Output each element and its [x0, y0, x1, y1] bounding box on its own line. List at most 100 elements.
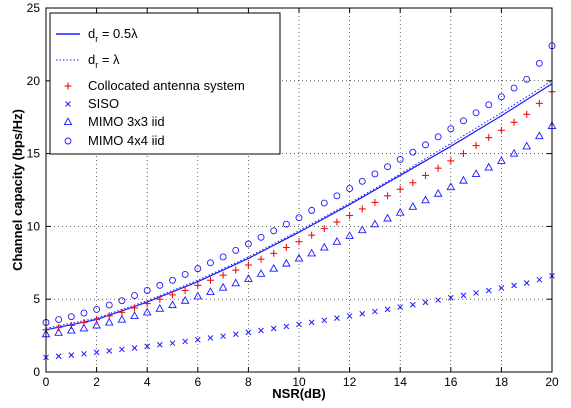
legend-label: dr = λ	[88, 52, 120, 70]
data-point	[67, 321, 75, 329]
legend-label: SISO	[88, 96, 119, 111]
series-line	[45, 83, 553, 331]
data-point	[80, 309, 88, 317]
data-point	[345, 231, 354, 239]
data-point	[371, 170, 379, 178]
data-point	[308, 231, 316, 239]
legend-swatch	[64, 82, 72, 90]
data-point	[169, 276, 176, 284]
legend-swatch	[65, 101, 71, 107]
data-point	[119, 346, 125, 353]
x-axis-title: NSR(dB)	[272, 386, 325, 401]
y-tick-label: 25	[27, 1, 41, 15]
data-point	[397, 304, 404, 310]
data-point	[472, 109, 480, 117]
data-point	[181, 270, 189, 278]
legend-swatch	[64, 137, 72, 145]
data-point	[460, 117, 467, 125]
legend-item: Collocated antenna system	[64, 78, 245, 93]
legend-item: MIMO 3x3 iid	[63, 114, 165, 129]
data-point	[156, 341, 163, 348]
data-point	[194, 265, 202, 273]
data-point	[181, 286, 189, 294]
data-point	[294, 253, 304, 262]
data-point	[522, 141, 532, 150]
data-point	[308, 206, 316, 214]
data-point	[485, 287, 492, 294]
data-point	[459, 175, 468, 184]
data-point	[130, 311, 139, 319]
data-point	[231, 278, 241, 287]
y-tick-label: 20	[27, 74, 41, 88]
data-point	[281, 258, 291, 267]
data-point	[536, 276, 543, 283]
data-point	[472, 142, 480, 150]
series-0	[45, 83, 553, 331]
data-point	[471, 169, 481, 178]
data-point	[446, 182, 456, 191]
data-point	[117, 314, 127, 323]
data-point	[270, 325, 277, 332]
x-tick-label: 2	[93, 375, 100, 389]
data-point	[333, 218, 341, 226]
data-point	[523, 75, 531, 83]
legend-label: Collocated antenna system	[88, 78, 245, 93]
legend-label: MIMO 4x4 iid	[88, 133, 165, 148]
data-point	[523, 110, 531, 118]
data-point	[67, 313, 75, 321]
data-point	[219, 271, 227, 279]
data-point	[296, 321, 302, 328]
data-point	[143, 300, 151, 308]
data-point	[421, 195, 430, 204]
data-point	[384, 192, 392, 200]
axis-ticks: 0 2 4 6 8 10 12 14 16 18 20 0 5 10 15 20 25	[27, 1, 559, 389]
data-point	[447, 294, 454, 301]
data-point	[434, 133, 442, 141]
data-point	[156, 281, 164, 289]
data-point	[232, 266, 240, 274]
data-point	[447, 125, 455, 133]
data-point	[79, 323, 89, 332]
data-point	[358, 177, 366, 185]
data-point	[131, 292, 139, 300]
data-point	[408, 202, 418, 210]
data-point	[320, 225, 328, 233]
data-point	[194, 336, 201, 343]
data-point	[485, 134, 493, 142]
data-point	[370, 219, 380, 228]
data-point	[270, 249, 278, 257]
x-tick-label: 0	[43, 375, 50, 389]
data-point	[207, 335, 214, 341]
data-point	[180, 295, 190, 304]
data-point	[409, 148, 417, 156]
data-point	[435, 297, 442, 303]
data-point	[220, 333, 226, 340]
data-point	[319, 242, 329, 251]
x-tick-label: 16	[444, 375, 458, 389]
data-point	[169, 340, 176, 347]
legend: dr = 0.5λ dr = λ Collocated antenna system…	[49, 12, 281, 155]
x-tick-label: 8	[245, 375, 252, 389]
data-point	[256, 269, 266, 277]
data-point	[218, 282, 228, 291]
data-point	[142, 307, 152, 316]
data-point	[55, 353, 62, 360]
data-point	[372, 308, 378, 315]
data-point	[371, 198, 379, 206]
data-point	[93, 305, 101, 313]
data-point	[232, 331, 239, 338]
data-point	[269, 263, 279, 272]
data-point	[473, 290, 479, 296]
data-point	[332, 236, 342, 245]
data-point	[282, 244, 290, 252]
x-tick-label: 10	[292, 375, 306, 389]
legend-swatch	[63, 117, 73, 126]
data-point	[104, 317, 114, 326]
data-point	[409, 179, 417, 187]
data-point	[485, 101, 493, 109]
data-point	[244, 240, 252, 248]
series-4	[41, 121, 557, 338]
data-point	[409, 301, 416, 308]
y-tick-label: 5	[33, 292, 40, 306]
data-point	[105, 301, 113, 309]
